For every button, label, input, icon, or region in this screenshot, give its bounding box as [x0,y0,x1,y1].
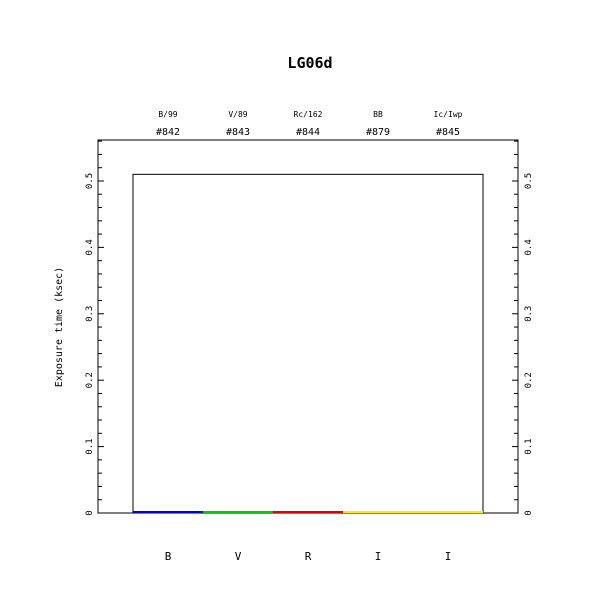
y-axis-ticks: 0 0 0.1 0.1 0.2 0.2 0.3 0.3 0.4 0.4 0.5 0.5 [85,140,534,516]
x-category-label: B [165,550,172,563]
filter-id-label: #843 [226,127,250,138]
filter-name-label: V/89 [228,110,247,119]
bar-i [343,511,413,513]
y-tick-label-left: 0.5 [85,173,95,189]
y-tick-label-right: 0.5 [524,173,534,189]
x-category-label: I [375,550,382,563]
y-tick-label-right: 0.2 [524,372,534,388]
bar-r [273,511,343,513]
filter-name-label: Ic/Iwp [434,110,463,119]
y-tick-label-right: 0 [524,510,534,515]
filter-id-label: #842 [156,127,180,138]
filter-name-label: BB [373,110,383,119]
x-category-label: I [445,550,452,563]
filter-id-label: #879 [366,127,390,138]
y-tick-label-left: 0.4 [85,239,95,255]
y-tick-label-left: 0 [85,510,95,515]
bar-i [413,511,483,513]
filter-name-label: B/99 [158,110,177,119]
plot-frame [97,139,519,514]
bar-v [203,511,273,513]
filter-id-label: #845 [436,127,460,138]
x-category-label: R [305,550,312,563]
filter-name-label: Rc/162 [294,110,323,119]
y-tick-label-right: 0.3 [524,306,534,322]
y-tick-label-left: 0.1 [85,438,95,454]
y-tick-label-left: 0.3 [85,306,95,322]
y-tick-label-right: 0.4 [524,239,534,255]
total-exposure-outline [132,173,484,514]
bars: B B/99 #842 V V/89 #843 R Rc/162 #844 I BB #879 I Ic/… [132,110,484,563]
y-tick-label-left: 0.2 [85,372,95,388]
y-axis-label: Exposure time (ksec) [54,267,65,387]
bar-b [133,511,203,513]
chart-title: LG06d [287,54,332,72]
x-category-label: V [235,550,242,563]
filter-id-label: #844 [296,127,320,138]
y-tick-label-right: 0.1 [524,438,534,454]
